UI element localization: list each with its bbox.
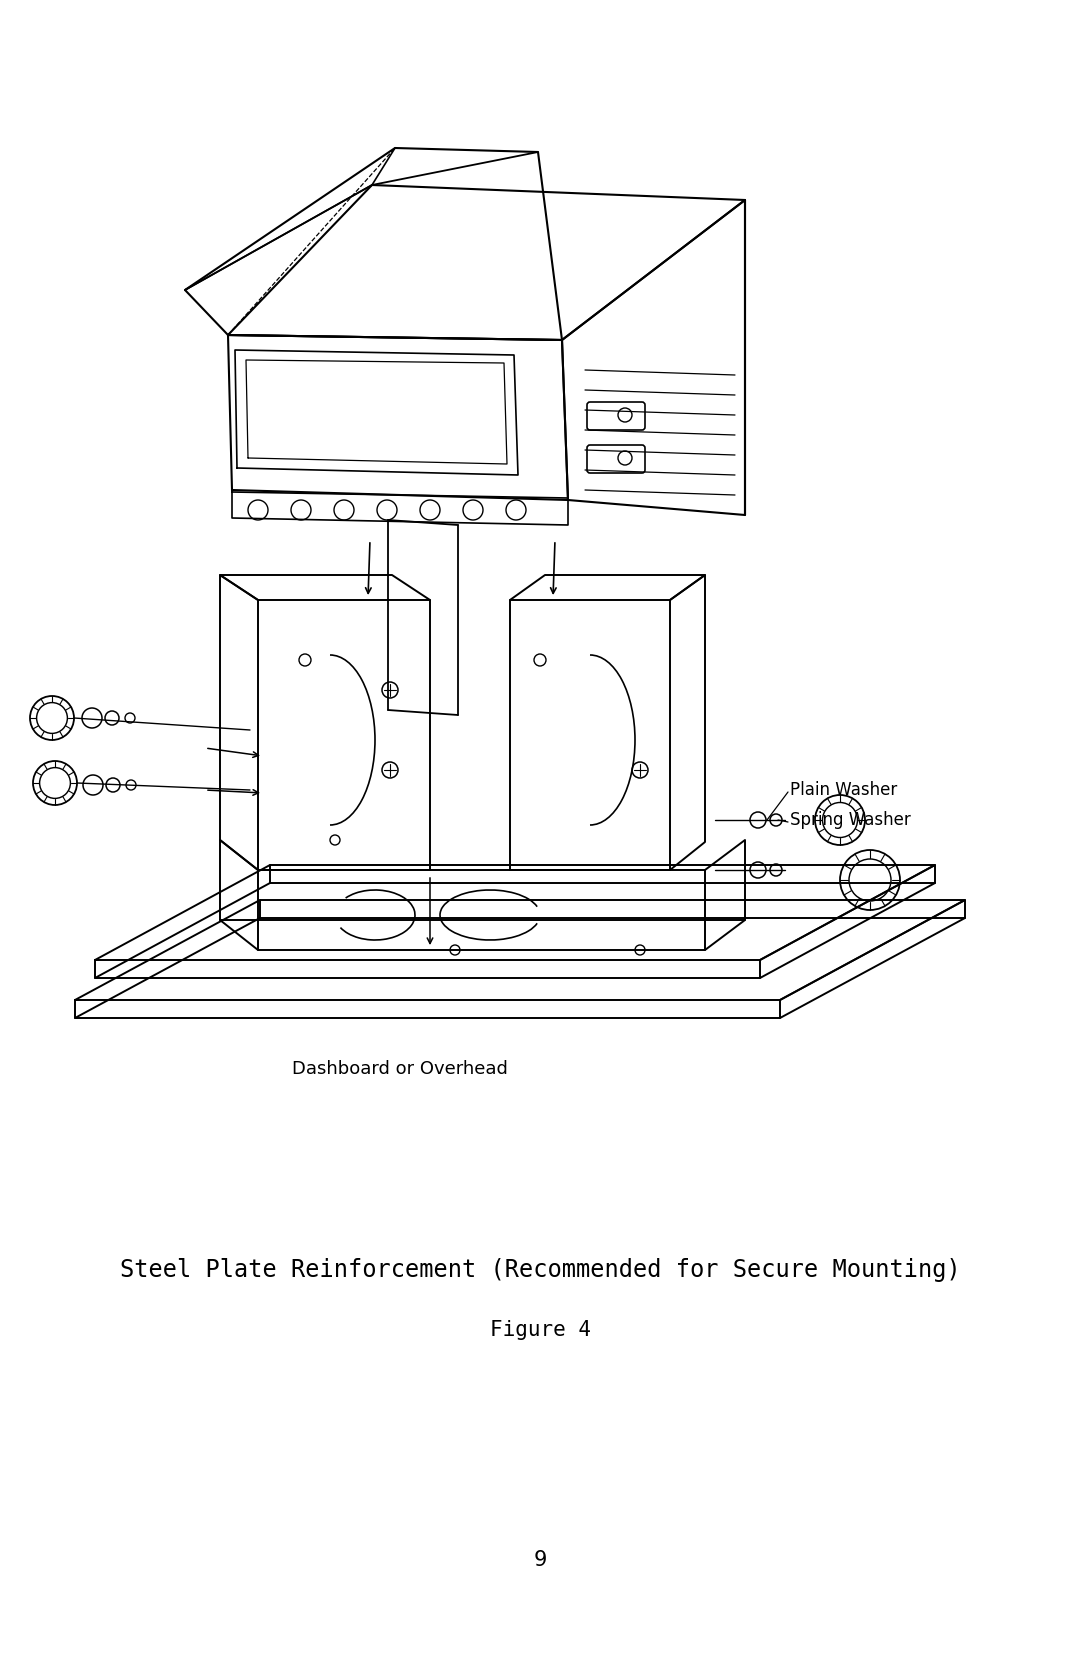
- Text: Dashboard or Overhead: Dashboard or Overhead: [292, 1060, 508, 1078]
- Text: Figure 4: Figure 4: [489, 1320, 591, 1340]
- Text: Steel Plate Reinforcement (Recommended for Secure Mounting): Steel Plate Reinforcement (Recommended f…: [120, 1258, 960, 1282]
- Text: Plain Washer: Plain Washer: [789, 781, 897, 799]
- Text: Spring Washer: Spring Washer: [789, 811, 910, 829]
- Text: 9: 9: [534, 1551, 546, 1571]
